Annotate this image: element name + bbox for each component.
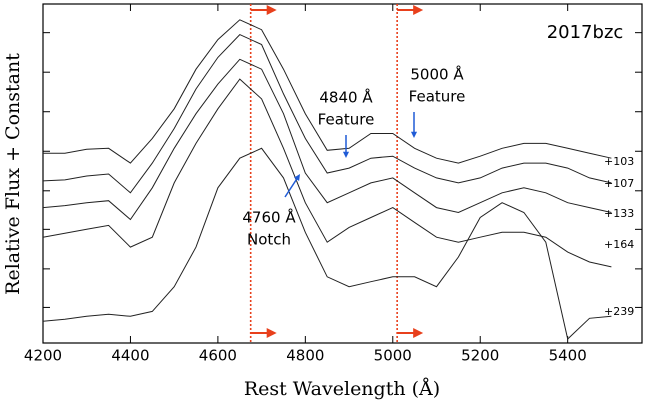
x-tick-label: 5200 xyxy=(461,347,499,365)
annotation-text: 4760 Å xyxy=(242,208,296,227)
epoch-label: +164 xyxy=(604,238,634,251)
epoch-label: +133 xyxy=(604,207,634,220)
annotation-text: Notch xyxy=(247,231,291,249)
reference-arrow-head xyxy=(266,328,277,338)
annotation-arrow-head xyxy=(342,151,350,158)
spectrum-line xyxy=(42,147,612,340)
spectrum-line xyxy=(42,33,612,194)
x-tick-label: 4800 xyxy=(286,347,324,365)
spectrum-line xyxy=(43,19,612,164)
annotation-text: 5000 Å xyxy=(410,65,464,84)
x-tick-label: 4200 xyxy=(24,347,62,365)
epoch-label: +239 xyxy=(604,305,634,318)
annotation-text: 4840 Å xyxy=(319,88,373,107)
annotation-arrow-head xyxy=(410,131,418,138)
annotation-arrow-head xyxy=(294,174,300,181)
epoch-label: +103 xyxy=(604,155,634,168)
annotation-text: Feature xyxy=(318,111,375,129)
plot-frame xyxy=(42,3,643,344)
x-tick-label: 5400 xyxy=(549,347,587,365)
reference-arrow-head xyxy=(266,5,277,15)
epoch-label: +107 xyxy=(604,177,634,190)
x-tick-label: 4400 xyxy=(111,347,149,365)
spectrum-line xyxy=(42,58,612,221)
y-axis-label: Relative Flux + Constant xyxy=(2,53,24,295)
chart-title: 2017bzc xyxy=(547,22,624,43)
annotation-arrow xyxy=(284,176,299,198)
spectrum-line xyxy=(42,78,612,268)
reference-arrow-head xyxy=(413,5,424,15)
reference-arrow-head xyxy=(413,328,424,338)
annotation-text: Feature xyxy=(409,88,466,106)
x-tick-label: 5000 xyxy=(374,347,412,365)
x-tick-label: 4600 xyxy=(199,347,237,365)
x-axis-label: Rest Wavelength (Å) xyxy=(244,378,440,400)
